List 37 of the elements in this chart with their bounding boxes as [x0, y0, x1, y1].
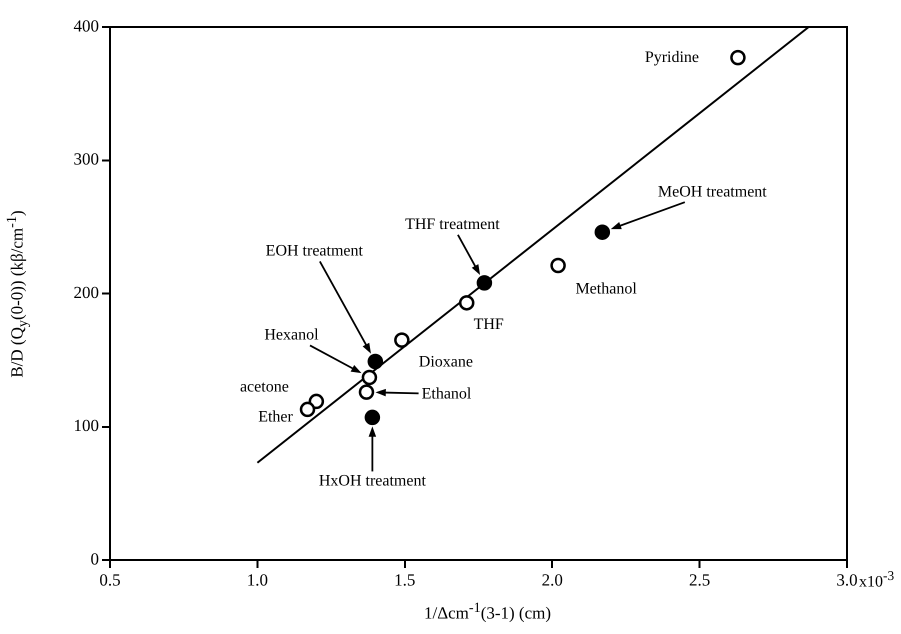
annotation: MeOH treatment [658, 183, 768, 200]
annotation: THF treatment [405, 216, 500, 234]
point [476, 275, 492, 291]
annotation: HxOH treatment [318, 472, 426, 490]
x-tick-label: 2.0 [542, 570, 563, 590]
annotation: acetone [240, 378, 289, 396]
annotation: Pyridine [644, 48, 700, 66]
annotation: EOH treatment [266, 242, 364, 260]
point [368, 354, 384, 370]
point [308, 394, 324, 410]
x-tick-label: 0.5 [99, 570, 121, 590]
annotation: Dioxane [418, 353, 473, 370]
x-axis-title: 1/Δcm$^{-1}$(3-1) (cm) [422, 600, 552, 624]
point [730, 50, 746, 66]
x-tick-label: 3.0 [836, 570, 858, 590]
point [362, 370, 378, 386]
annotation: Ethanol [422, 385, 472, 402]
y-tick-label: 300 [74, 150, 99, 169]
x-tick-label: 2.5 [688, 570, 710, 590]
y-tick-label: 400 [74, 16, 99, 36]
annotation: Methanol [575, 280, 638, 298]
annotation: Hexanol [264, 326, 320, 344]
point [550, 258, 566, 274]
text: x10$^{-3}$ [859, 568, 894, 590]
point [594, 224, 610, 240]
annotation: Ether [258, 408, 294, 426]
y-tick-label: 200 [74, 282, 99, 302]
point [358, 384, 374, 400]
point [300, 402, 316, 418]
point [458, 295, 474, 311]
x-tick-label: 1.5 [394, 570, 416, 590]
annotation: THF [474, 316, 504, 334]
y-tick-label: 0 [90, 549, 99, 568]
point [364, 410, 380, 426]
point [394, 332, 410, 348]
y-tick-label: 100 [74, 416, 99, 436]
x-tick-label: 1.0 [246, 570, 268, 590]
